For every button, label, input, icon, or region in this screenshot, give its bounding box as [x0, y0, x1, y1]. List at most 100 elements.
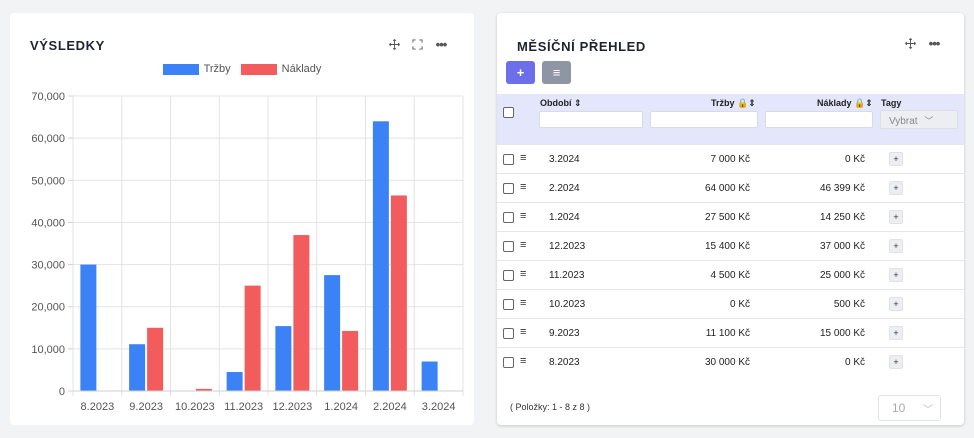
table-row[interactable]: ≡ 9.2023 11 100 Kč 15 000 Kč + [497, 318, 964, 347]
row-menu-icon[interactable]: ≡ [520, 210, 527, 222]
row-checkbox[interactable] [503, 270, 514, 281]
chart-legend: Tržby Náklady [10, 63, 474, 75]
bar-revenue [129, 344, 146, 391]
legend-item-costs[interactable]: Náklady [240, 63, 322, 75]
cell-period: 12.2023 [549, 241, 586, 252]
row-menu-icon[interactable]: ≡ [520, 355, 527, 367]
legend-item-revenue[interactable]: Tržby [162, 63, 231, 75]
row-checkbox[interactable] [503, 212, 514, 223]
add-tag-button[interactable]: + [889, 326, 903, 340]
period-filter-input[interactable] [539, 111, 643, 128]
cell-revenue: 30 000 Kč [704, 357, 750, 368]
row-checkbox[interactable] [503, 154, 514, 165]
row-checkbox[interactable] [503, 299, 514, 310]
column-header-tags: Tagy [881, 98, 902, 108]
add-tag-button[interactable]: + [889, 268, 903, 282]
cell-period: 1.2024 [549, 212, 580, 223]
tags-filter-select[interactable]: Vybrat ﹀ [880, 110, 958, 129]
x-tick-label: 9.2023 [129, 401, 163, 413]
fullscreen-icon[interactable] [410, 37, 424, 51]
y-tick-label: 10,000 [31, 344, 65, 356]
y-tick-label: 50,000 [31, 175, 65, 187]
add-tag-button[interactable]: + [889, 210, 903, 224]
select-all-checkbox[interactable] [503, 107, 514, 118]
cell-costs: 37 000 Kč [819, 241, 865, 252]
table-row[interactable]: ≡ 10.2023 0 Kč 500 Kč + [497, 289, 964, 318]
move-icon[interactable] [903, 36, 917, 50]
cell-period: 10.2023 [549, 299, 586, 310]
row-menu-icon[interactable]: ≡ [520, 181, 527, 193]
legend-swatch-costs [240, 63, 277, 75]
x-tick-label: 12.2023 [272, 401, 312, 413]
add-tag-button[interactable]: + [889, 152, 903, 166]
cell-revenue: 27 500 Kč [704, 212, 750, 223]
bar-revenue [226, 372, 243, 391]
row-menu-icon[interactable]: ≡ [520, 152, 527, 164]
row-checkbox[interactable] [503, 183, 514, 194]
table-toolbar: + ≡ [506, 61, 571, 84]
row-checkbox[interactable] [503, 328, 514, 339]
more-icon[interactable]: ••• [435, 36, 448, 52]
table-row[interactable]: ≡ 1.2024 27 500 Kč 14 250 Kč + [497, 202, 964, 231]
bar-costs [244, 285, 261, 391]
table-row[interactable]: ≡ 12.2023 15 400 Kč 37 000 Kč + [497, 231, 964, 260]
more-icon[interactable]: ••• [928, 35, 941, 51]
monthly-overview-title: MĚSÍČNÍ PŘEHLED [517, 39, 646, 54]
y-tick-label: 40,000 [31, 217, 65, 229]
cell-costs: 14 250 Kč [819, 212, 865, 223]
sort-icon: ⇕ [865, 98, 873, 108]
costs-filter-input[interactable] [765, 111, 873, 128]
x-tick-label: 2.2024 [373, 401, 407, 413]
cell-costs: 25 000 Kč [819, 270, 865, 281]
add-tag-button[interactable]: + [889, 297, 903, 311]
chevron-down-icon: ﹀ [923, 405, 933, 416]
cell-revenue: 64 000 Kč [704, 183, 750, 194]
bar-revenue [372, 121, 389, 392]
cell-costs: 0 Kč [844, 357, 865, 368]
bar-costs [342, 330, 359, 391]
row-menu-icon[interactable]: ≡ [520, 297, 527, 309]
page-size-select[interactable]: 10 ﹀ [878, 395, 941, 421]
table-row[interactable]: ≡ 8.2023 30 000 Kč 0 Kč + [497, 347, 964, 376]
y-tick-label: 0 [59, 386, 65, 398]
add-tag-button[interactable]: + [889, 355, 903, 369]
bulk-menu-button[interactable]: ≡ [542, 61, 571, 84]
cell-costs: 15 000 Kč [819, 328, 865, 339]
row-menu-icon[interactable]: ≡ [520, 239, 527, 251]
column-header-revenue[interactable]: Tržby 🔒⇕ [711, 98, 756, 109]
bar-costs [390, 195, 407, 391]
bar-costs [195, 388, 212, 391]
row-menu-icon[interactable]: ≡ [520, 268, 527, 280]
x-tick-label: 11.2023 [224, 401, 263, 413]
page-size-value: 10 [892, 401, 906, 415]
lock-icon: 🔒 [737, 98, 749, 108]
row-checkbox[interactable] [503, 241, 514, 252]
add-button[interactable]: + [506, 61, 535, 84]
cell-period: 3.2024 [549, 154, 580, 165]
y-tick-label: 30,000 [31, 260, 65, 272]
item-count: ( Položky: 1 - 8 z 8 ) [510, 402, 591, 412]
row-checkbox[interactable] [503, 357, 514, 368]
monthly-overview-card: MĚSÍČNÍ PŘEHLED ••• + ≡ Období ⇕ Tržby 🔒… [497, 13, 964, 425]
cell-revenue: 7 000 Kč [710, 154, 750, 165]
table-row[interactable]: ≡ 11.2023 4 500 Kč 25 000 Kč + [497, 260, 964, 289]
x-tick-label: 10.2023 [175, 401, 215, 413]
bar-revenue [421, 361, 438, 391]
legend-label-costs: Náklady [281, 63, 322, 75]
column-header-costs[interactable]: Náklady 🔒⇕ [817, 98, 873, 109]
move-icon[interactable] [387, 37, 401, 51]
results-card-tools: ••• [387, 36, 449, 52]
legend-swatch-revenue [162, 63, 199, 75]
row-menu-icon[interactable]: ≡ [520, 326, 527, 338]
table-row[interactable]: ≡ 3.2024 7 000 Kč 0 Kč + [497, 144, 964, 173]
x-tick-label: 3.2024 [422, 401, 456, 413]
revenue-filter-input[interactable] [650, 111, 758, 128]
add-tag-button[interactable]: + [889, 181, 903, 195]
y-tick-label: 70,000 [31, 91, 65, 103]
lock-icon: 🔒 [854, 98, 866, 108]
results-bar-chart: 0 10,000 20,000 30,000 40,000 50,000 60,000 70,… [31, 91, 464, 413]
table-row[interactable]: ≡ 2.2024 64 000 Kč 46 399 Kč + [497, 173, 964, 202]
column-header-period[interactable]: Období ⇕ [540, 98, 582, 109]
x-tick-label: 1.2024 [324, 401, 358, 413]
add-tag-button[interactable]: + [889, 239, 903, 253]
